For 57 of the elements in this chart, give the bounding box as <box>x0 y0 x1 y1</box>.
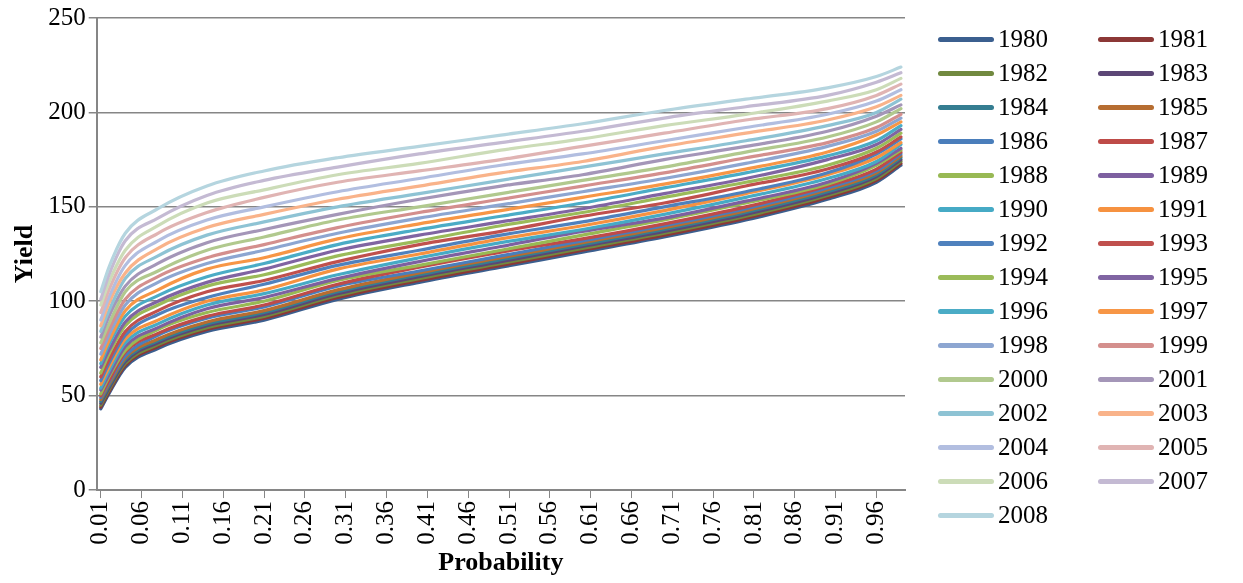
x-tick-label: 0.36 <box>371 501 399 545</box>
legend-label: 1990 <box>998 194 1048 224</box>
legend-label: 2000 <box>998 364 1048 394</box>
x-tick-label: 0.31 <box>330 501 358 545</box>
legend-label: 1995 <box>1158 262 1208 292</box>
x-tick-label: 0.11 <box>166 501 194 544</box>
x-tick-label: 0.16 <box>207 501 235 545</box>
x-tick-label: 0.46 <box>452 501 480 545</box>
x-tick-label: 0.01 <box>85 501 113 545</box>
legend-label: 1997 <box>1158 296 1208 326</box>
legend-label: 1985 <box>1158 92 1208 122</box>
x-tick-label: 0.61 <box>575 501 603 545</box>
x-tick-label: 0.26 <box>289 501 317 545</box>
legend-label: 2001 <box>1158 364 1208 394</box>
legend-label: 1996 <box>998 296 1048 326</box>
x-tick-label: 0.06 <box>126 501 154 545</box>
x-axis-title: Probability <box>438 547 564 577</box>
x-tick-label: 0.76 <box>697 501 725 545</box>
y-tick-label: 50 <box>60 380 86 408</box>
x-tick-label: 0.71 <box>656 501 684 545</box>
y-tick-label: 250 <box>48 2 86 30</box>
y-tick-label: 100 <box>48 285 86 313</box>
legend-label: 1984 <box>998 92 1048 122</box>
legend-label: 1992 <box>998 228 1048 258</box>
legend-label: 2004 <box>998 432 1048 462</box>
y-axis-title: Yield <box>9 224 39 284</box>
legend-label: 2006 <box>998 466 1048 496</box>
x-tick-label: 0.66 <box>616 501 644 545</box>
legend-label: 1989 <box>1158 160 1208 190</box>
legend-label: 2005 <box>1158 432 1208 462</box>
legend-label: 1999 <box>1158 330 1208 360</box>
legend-label: 1994 <box>998 262 1048 292</box>
legend-label: 2003 <box>1158 398 1208 428</box>
legend-label: 1993 <box>1158 228 1208 258</box>
y-tick-label: 0 <box>73 474 86 502</box>
x-tick-label: 0.41 <box>411 501 439 545</box>
legend-label: 1988 <box>998 160 1048 190</box>
x-tick-label: 0.51 <box>493 501 521 545</box>
legend-label: 1986 <box>998 126 1048 156</box>
legend-label: 1987 <box>1158 126 1208 156</box>
legend-label: 2008 <box>998 500 1048 530</box>
legend-label: 1998 <box>998 330 1048 360</box>
x-tick-label: 0.91 <box>820 501 848 545</box>
legend-label: 1983 <box>1158 58 1208 88</box>
legend-label: 1981 <box>1158 24 1208 54</box>
x-tick-label: 0.81 <box>738 501 766 545</box>
x-tick-label: 0.56 <box>534 501 562 545</box>
legend-label: 1982 <box>998 58 1048 88</box>
legend-label: 1980 <box>998 24 1048 54</box>
x-tick-label: 0.21 <box>248 501 276 545</box>
legend-label: 2007 <box>1158 466 1208 496</box>
x-tick-label: 0.86 <box>779 501 807 545</box>
x-tick-label: 0.96 <box>860 501 888 545</box>
y-tick-label: 200 <box>48 96 86 124</box>
legend-label: 2002 <box>998 398 1048 428</box>
legend-label: 1991 <box>1158 194 1208 224</box>
y-tick-label: 150 <box>48 191 86 219</box>
